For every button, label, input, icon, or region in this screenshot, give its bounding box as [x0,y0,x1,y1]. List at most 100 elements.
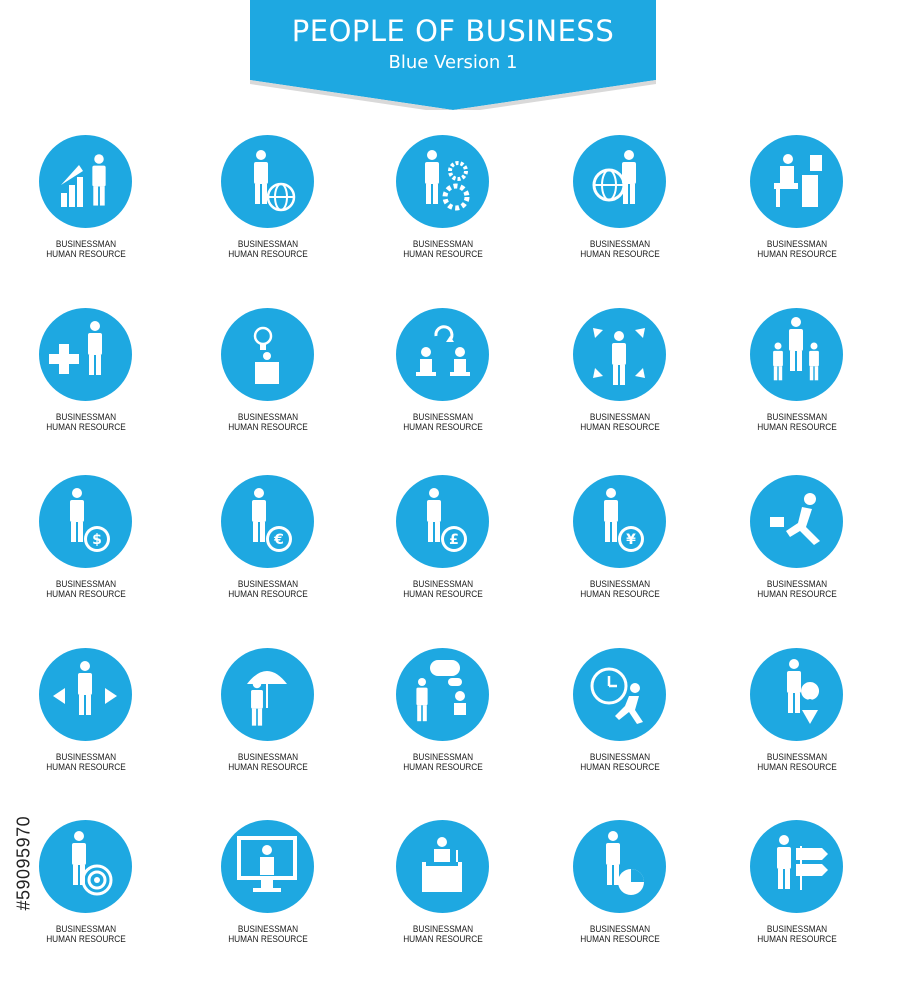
caption-line-1: BUSINESSMAN [237,239,299,249]
businessman-dollar-coin-icon: $ [39,475,132,568]
caption-line-1: BUSINESSMAN [412,752,474,762]
caption-line-1: BUSINESSMAN [55,579,117,589]
caption-line-2: HUMAN RESOURCE [228,422,308,432]
icon-tile: BUSINESSMAN HUMAN RESOURCE [727,475,867,625]
caption-line-1: BUSINESSMAN [766,412,828,422]
team-celebration-icon [750,308,843,401]
icon-tile: BUSINESSMAN HUMAN RESOURCE [198,308,338,458]
caption-line-2: HUMAN RESOURCE [580,249,660,259]
caption-line-1: BUSINESSMAN [55,924,117,934]
caption-line-1: BUSINESSMAN [237,412,299,422]
icon-tile: ¥ BUSINESSMAN HUMAN RESOURCE [550,475,690,625]
caption-line-1: BUSINESSMAN [589,752,651,762]
caption-line-2: HUMAN RESOURCE [228,249,308,259]
icon-tile: BUSINESSMAN HUMAN RESOURCE [16,308,156,458]
page-title: PEOPLE OF BUSINESS [291,14,615,48]
caption-line-2: HUMAN RESOURCE [757,934,837,944]
businessman-podium-icon [396,820,489,913]
icon-tile: BUSINESSMAN HUMAN RESOURCE [16,135,156,285]
page-subtitle: Blue Version 1 [388,52,518,73]
caption-line-2: HUMAN RESOURCE [46,934,126,944]
icon-tile: £ BUSINESSMAN HUMAN RESOURCE [373,475,513,625]
caption-line-2: HUMAN RESOURCE [580,422,660,432]
caption-line-1: BUSINESSMAN [766,239,828,249]
caption-line-2: HUMAN RESOURCE [403,762,483,772]
svg-text:€: € [273,532,284,548]
svg-text:¥: ¥ [626,532,636,548]
businessman-umbrella-icon [221,648,314,741]
businessman-pound-coin-icon: £ [396,475,489,568]
caption-line-1: BUSINESSMAN [589,579,651,589]
globe-businessman-icon [573,135,666,228]
icon-tile: BUSINESSMAN HUMAN RESOURCE [550,820,690,970]
caption-line-2: HUMAN RESOURCE [757,422,837,432]
icon-caption: BUSINESSMAN HUMAN RESOURCE [22,239,151,259]
icon-caption: BUSINESSMAN HUMAN RESOURCE [204,579,333,599]
caption-line-1: BUSINESSMAN [412,579,474,589]
icon-caption: BUSINESSMAN HUMAN RESOURCE [379,239,508,259]
caption-line-2: HUMAN RESOURCE [580,934,660,944]
header-banner: PEOPLE OF BUSINESS Blue Version 1 [250,0,656,110]
icon-tile: BUSINESSMAN HUMAN RESOURCE [550,135,690,285]
caption-line-2: HUMAN RESOURCE [46,589,126,599]
caption-line-1: BUSINESSMAN [766,752,828,762]
caption-line-2: HUMAN RESOURCE [228,589,308,599]
icon-tile: BUSINESSMAN HUMAN RESOURCE [16,820,156,970]
businessman-globe-icon [221,135,314,228]
businessman-clock-running-icon [573,648,666,741]
icon-caption: BUSINESSMAN HUMAN RESOURCE [204,752,333,772]
icon-tile: BUSINESSMAN HUMAN RESOURCE [373,648,513,798]
businessman-gears-icon [396,135,489,228]
icon-caption: BUSINESSMAN HUMAN RESOURCE [204,412,333,432]
caption-line-2: HUMAN RESOURCE [403,589,483,599]
caption-line-1: BUSINESSMAN [237,752,299,762]
icon-tile: BUSINESSMAN HUMAN RESOURCE [373,135,513,285]
icon-caption: BUSINESSMAN HUMAN RESOURCE [733,752,862,772]
svg-text:£: £ [449,532,459,548]
caption-line-2: HUMAN RESOURCE [403,422,483,432]
icon-caption: BUSINESSMAN HUMAN RESOURCE [556,752,685,772]
caption-line-2: HUMAN RESOURCE [228,934,308,944]
caption-line-2: HUMAN RESOURCE [580,762,660,772]
caption-line-2: HUMAN RESOURCE [403,934,483,944]
icon-caption: BUSINESSMAN HUMAN RESOURCE [204,924,333,944]
caption-line-2: HUMAN RESOURCE [46,422,126,432]
caption-line-1: BUSINESSMAN [766,579,828,589]
caption-line-1: BUSINESSMAN [589,924,651,934]
icon-caption: BUSINESSMAN HUMAN RESOURCE [22,752,151,772]
caption-line-2: HUMAN RESOURCE [757,249,837,259]
caption-line-2: HUMAN RESOURCE [46,762,126,772]
businessman-pie-chart-icon [573,820,666,913]
businessman-direction-arrows-icon [39,648,132,741]
icon-caption: BUSINESSMAN HUMAN RESOURCE [556,239,685,259]
icon-tile: BUSINESSMAN HUMAN RESOURCE [373,820,513,970]
caption-line-1: BUSINESSMAN [55,752,117,762]
icon-tile: € BUSINESSMAN HUMAN RESOURCE [198,475,338,625]
caption-line-1: BUSINESSMAN [55,412,117,422]
icon-caption: BUSINESSMAN HUMAN RESOURCE [556,924,685,944]
caption-line-1: BUSINESSMAN [766,924,828,934]
icon-caption: BUSINESSMAN HUMAN RESOURCE [733,412,862,432]
icon-caption: BUSINESSMAN HUMAN RESOURCE [556,579,685,599]
caption-line-1: BUSINESSMAN [412,239,474,249]
caption-line-1: BUSINESSMAN [237,924,299,934]
caption-line-2: HUMAN RESOURCE [580,589,660,599]
icon-tile: BUSINESSMAN HUMAN RESOURCE [727,308,867,458]
businessman-monitor-icon [221,820,314,913]
icon-tile: BUSINESSMAN HUMAN RESOURCE [550,308,690,458]
icon-caption: BUSINESSMAN HUMAN RESOURCE [204,239,333,259]
caption-line-2: HUMAN RESOURCE [757,589,837,599]
meeting-recycle-icon [396,308,489,401]
businessman-pushing-plus-icon [39,308,132,401]
businessman-arrows-out-icon [573,308,666,401]
icon-tile: BUSINESSMAN HUMAN RESOURCE [550,648,690,798]
icon-tile: $ BUSINESSMAN HUMAN RESOURCE [16,475,156,625]
businessman-yen-coin-icon: ¥ [573,475,666,568]
icon-caption: BUSINESSMAN HUMAN RESOURCE [379,412,508,432]
icon-tile: BUSINESSMAN HUMAN RESOURCE [727,648,867,798]
icon-tile: BUSINESSMAN HUMAN RESOURCE [198,820,338,970]
caption-line-2: HUMAN RESOURCE [46,249,126,259]
icon-tile: BUSINESSMAN HUMAN RESOURCE [198,648,338,798]
icon-tile: BUSINESSMAN HUMAN RESOURCE [373,308,513,458]
businessman-location-pin-icon [750,648,843,741]
